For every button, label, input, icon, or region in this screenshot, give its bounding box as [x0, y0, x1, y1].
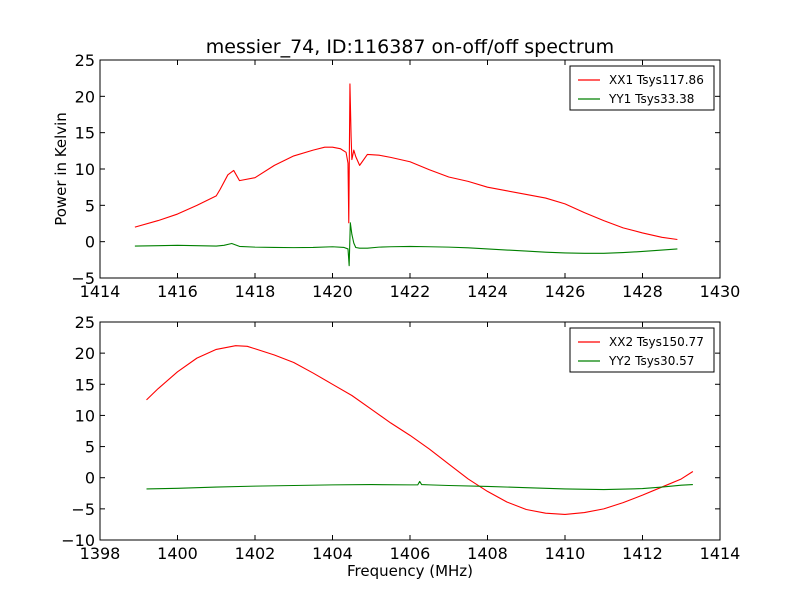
y-tick-label: 20 — [75, 344, 95, 363]
legend-entry-label: XX2 Tsys150.77 — [609, 335, 704, 349]
bottom-plot-xx2-yy2: 1398 1400 1402 1404 1406 1408 1410 1412 1414 −10 −… — [61, 313, 740, 563]
plot-1-legend: XX2 Tsys150.77 YY2 Tsys30.57 — [569, 327, 715, 373]
y-tick-label: −10 — [61, 531, 95, 550]
top-plot-xx1-yy1: 1414 1416 1418 1420 1422 1424 1426 1428 1430 −5 0 5… — [71, 51, 740, 301]
x-tick-label: 1420 — [312, 282, 353, 301]
y-tick-label: 15 — [75, 124, 95, 143]
y-axis-label: Power in Kelvin — [52, 112, 70, 226]
plot-1-series-group — [146, 345, 694, 516]
y-tick-label: 20 — [75, 87, 95, 106]
series-line-xx2 — [146, 345, 694, 516]
plot-0-legend: XX1 Tsys117.86 YY1 Tsys33.38 — [569, 65, 715, 111]
x-tick-label: 1426 — [545, 282, 586, 301]
y-tick-label: 10 — [75, 160, 95, 179]
series-line-xx1 — [134, 83, 678, 241]
y-tick-label: −5 — [71, 500, 95, 519]
y-tick-label: 5 — [85, 438, 95, 457]
x-tick-label: 1410 — [545, 544, 586, 563]
y-tick-label: −5 — [71, 269, 95, 288]
x-tick-label: 1418 — [235, 282, 276, 301]
x-tick-label: 1416 — [157, 282, 198, 301]
legend-entry-label: XX1 Tsys117.86 — [609, 73, 704, 87]
y-tick-label: 5 — [85, 196, 95, 215]
x-tick-label: 1402 — [235, 544, 276, 563]
series-line-yy1 — [134, 222, 678, 267]
x-tick-label: 1430 — [700, 282, 741, 301]
x-tick-label: 1412 — [622, 544, 663, 563]
legend-entry-label: YY1 Tsys33.38 — [608, 92, 694, 106]
x-tick-label: 1398 — [80, 544, 121, 563]
y-tick-label: 25 — [75, 51, 95, 70]
legend-box — [569, 65, 715, 111]
y-tick-label: 10 — [75, 406, 95, 425]
y-tick-label: 0 — [85, 469, 95, 488]
x-tick-label: 1414 — [80, 282, 121, 301]
y-tick-label: 15 — [75, 375, 95, 394]
x-tick-label: 1424 — [467, 282, 508, 301]
x-axis-label: Frequency (MHz) — [347, 562, 473, 580]
series-line-yy2 — [146, 480, 693, 491]
plot-0-series-group — [134, 83, 678, 267]
y-tick-label: 0 — [85, 233, 95, 252]
x-tick-label: 1408 — [467, 544, 508, 563]
x-tick-label: 1404 — [312, 544, 353, 563]
x-tick-label: 1406 — [390, 544, 431, 563]
x-tick-label: 1400 — [157, 544, 198, 563]
x-tick-label: 1422 — [390, 282, 431, 301]
x-tick-label: 1414 — [700, 544, 741, 563]
figure-title: messier_74, ID:116387 on-off/off spectru… — [206, 36, 614, 58]
x-tick-label: 1428 — [622, 282, 663, 301]
legend-entry-label: YY2 Tsys30.57 — [608, 354, 694, 368]
legend-box — [569, 327, 715, 373]
y-tick-label: 25 — [75, 313, 95, 332]
